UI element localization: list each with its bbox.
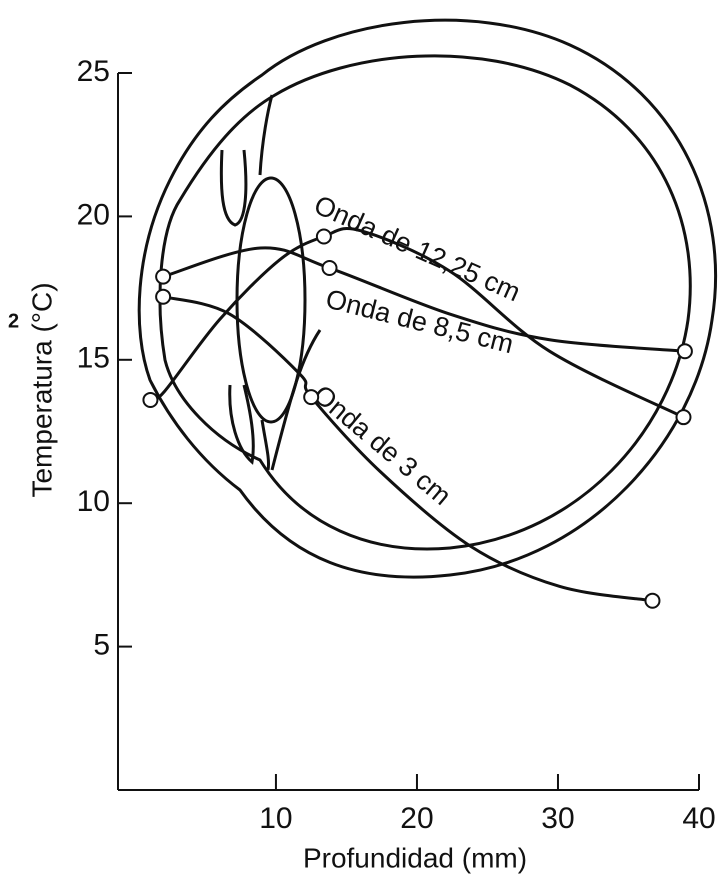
x-tick-label: 40 [682,802,715,835]
y-tick-label: 20 [77,198,110,231]
point-marker [304,390,318,404]
point-marker [676,410,690,424]
x-tick-label: 20 [400,802,433,835]
point-marker [645,594,659,608]
chart: Profundidad (mm) Temperatura (°C) 2 10 20… [0,0,727,880]
point-marker [143,393,157,407]
y-tick-label: 15 [77,342,110,375]
y-tick-label: 5 [93,629,110,662]
x-tick-label: 10 [259,802,292,835]
point-marker [317,229,331,243]
curve-label: Onda de 3 cm [308,379,457,511]
y-tick-label: 25 [77,55,110,88]
side-note: 2 [8,310,19,332]
point-marker [156,270,170,284]
point-marker [323,261,337,275]
point-marker [678,344,692,358]
x-tick-label: 30 [541,802,574,835]
x-axis-label: Profundidad (mm) [303,842,527,873]
point-marker [156,290,170,304]
y-tick-label: 10 [77,485,110,518]
y-axis-label: Temperatura (°C) [26,282,57,497]
